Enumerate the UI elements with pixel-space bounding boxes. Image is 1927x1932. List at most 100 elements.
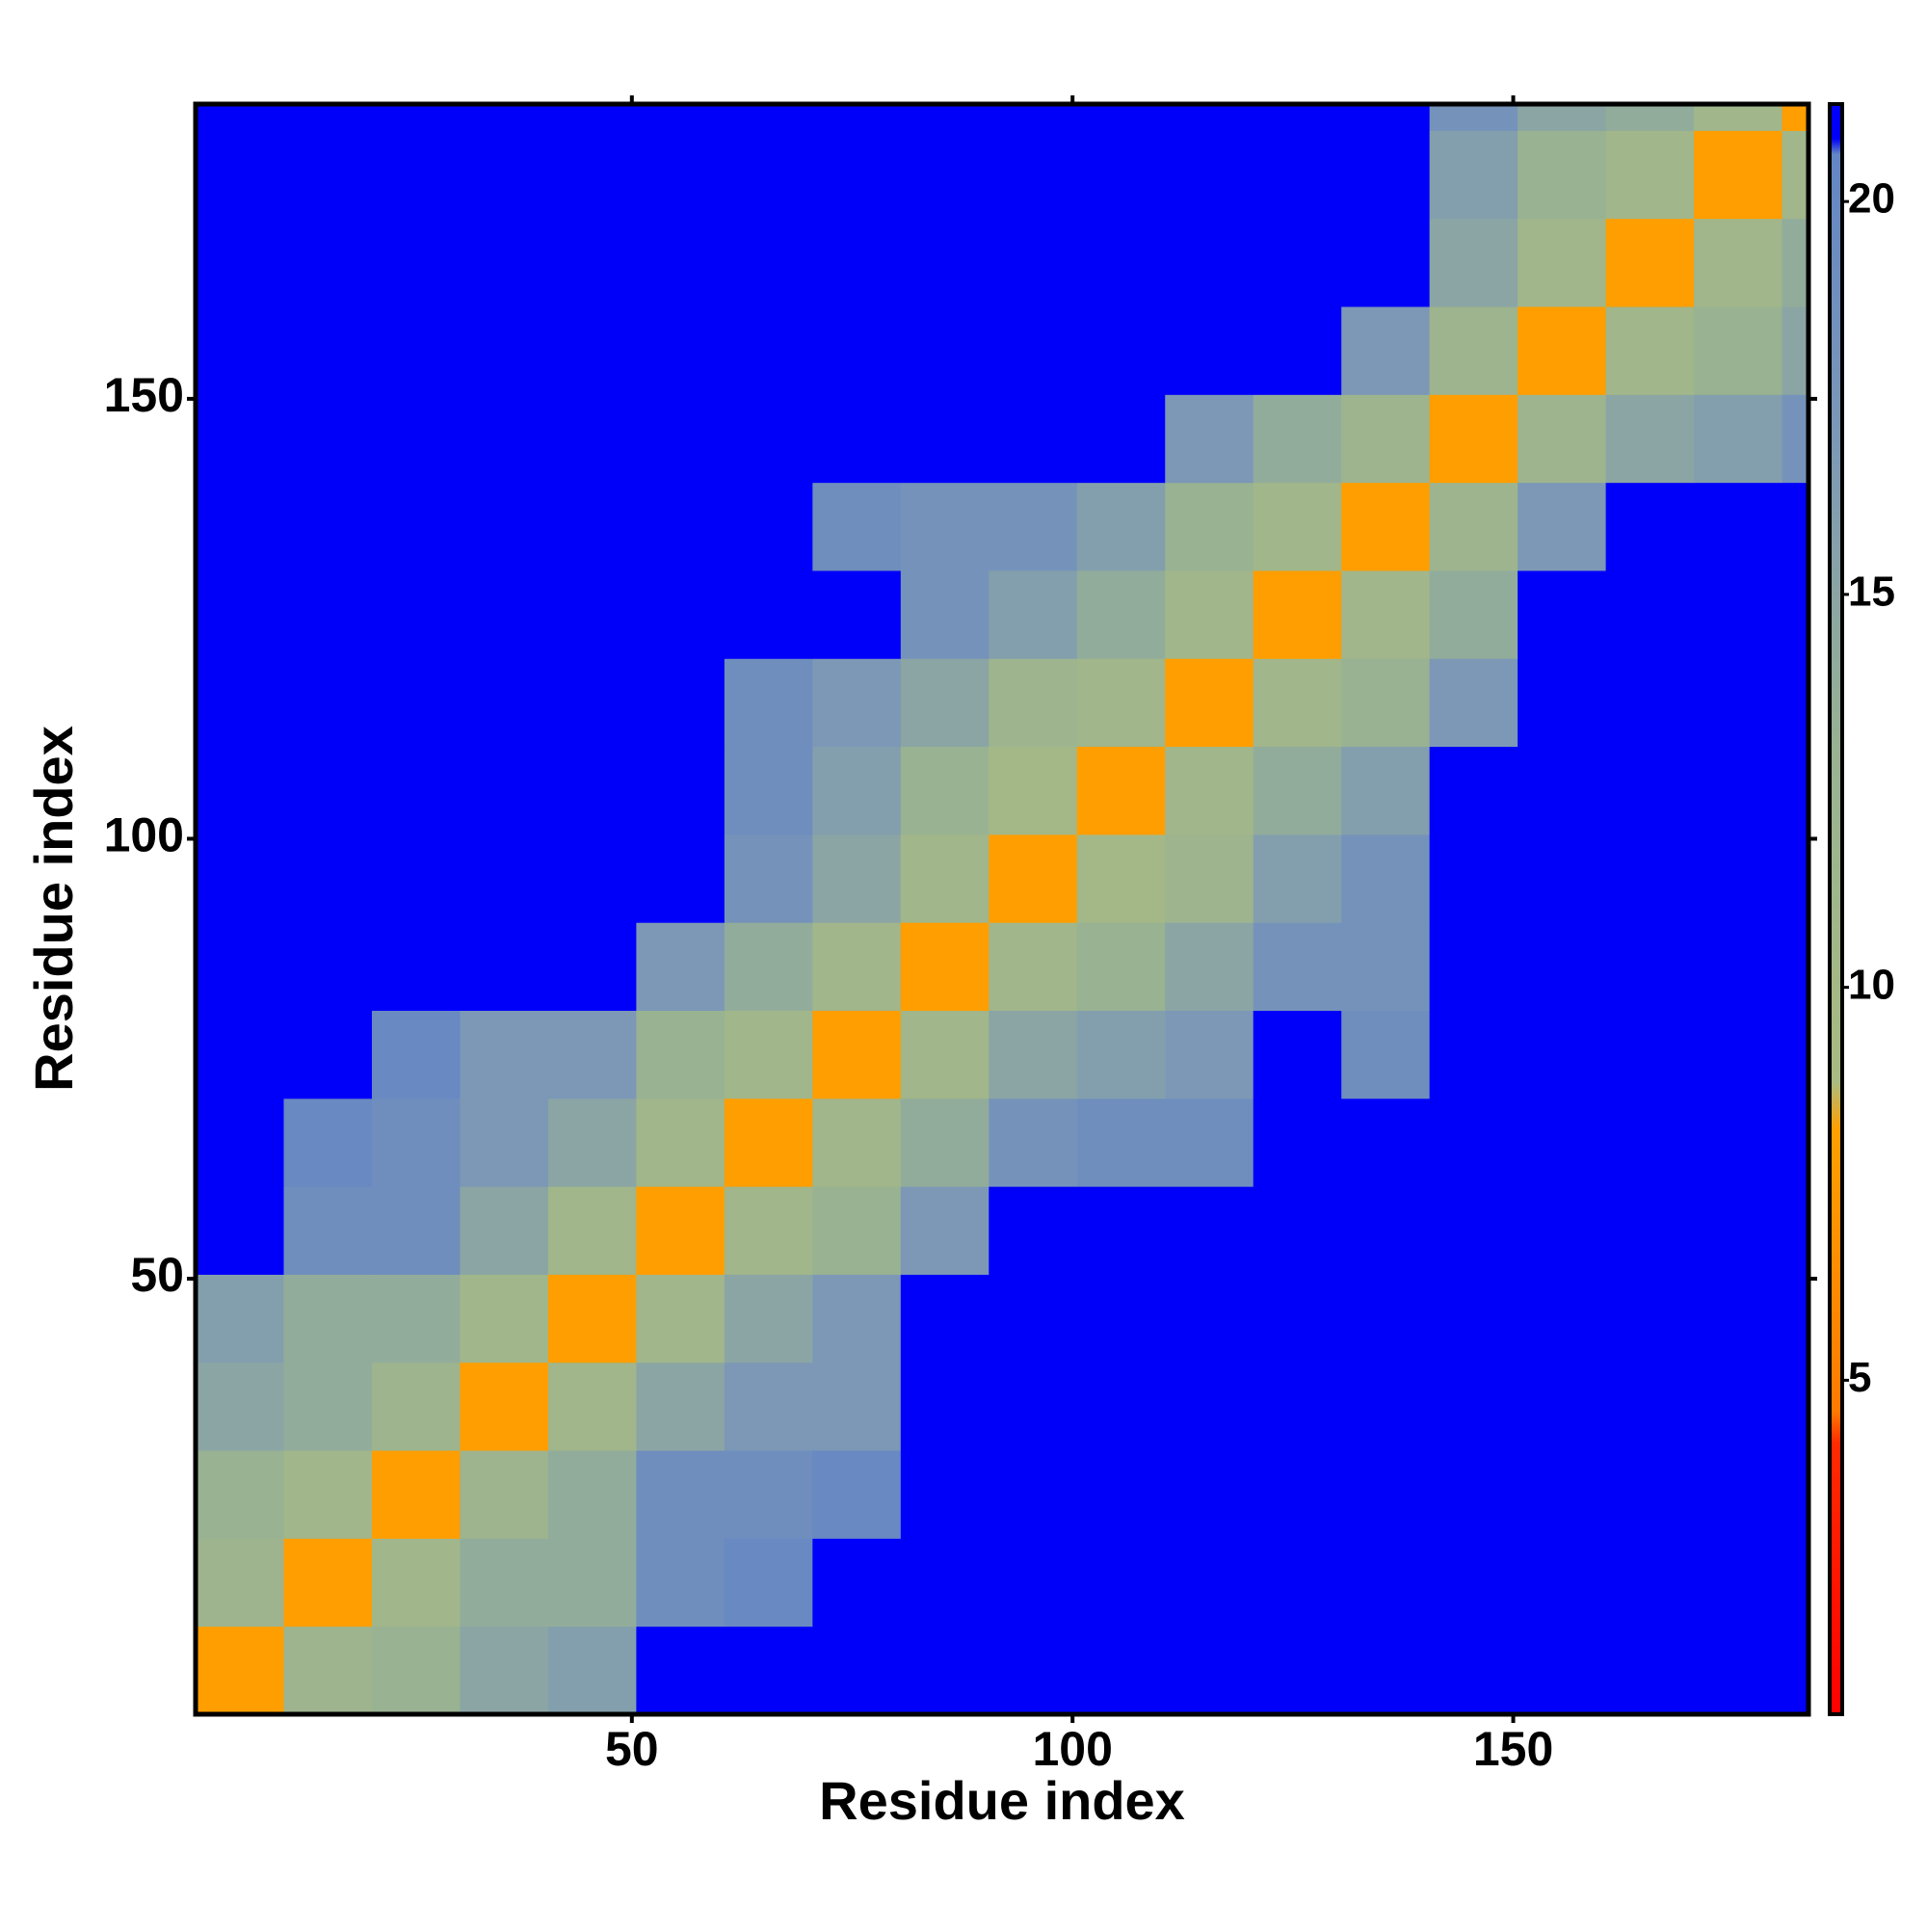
heatmap-cell	[812, 658, 902, 748]
heatmap-cell	[900, 482, 990, 571]
heatmap-cell	[900, 834, 990, 923]
y-tick-label: 100	[104, 808, 184, 862]
heatmap-cell	[1165, 1626, 1254, 1715]
heatmap-cell	[636, 394, 726, 484]
heatmap-cell	[812, 1362, 902, 1451]
heatmap-cell	[547, 1010, 637, 1099]
heatmap-cell	[636, 1274, 726, 1363]
heatmap-cell	[547, 922, 637, 1012]
heatmap-cell	[1518, 218, 1607, 307]
heatmap-cell	[1341, 746, 1431, 835]
heatmap-cell	[1605, 1186, 1695, 1275]
heatmap-cell	[636, 218, 726, 307]
heatmap-cell	[636, 104, 726, 131]
heatmap-cell	[989, 218, 1078, 307]
heatmap-cell	[371, 1626, 461, 1715]
heatmap-cell	[1694, 306, 1783, 395]
heatmap-cell	[1518, 1186, 1607, 1275]
heatmap-cell	[1165, 569, 1254, 659]
heatmap-cell	[1253, 1010, 1342, 1099]
heatmap-cell	[1605, 834, 1695, 923]
heatmap-cell	[371, 1010, 461, 1099]
heatmap-cell	[900, 1186, 990, 1275]
heatmap-cell	[1782, 922, 1809, 1012]
heatmap-cell	[1429, 834, 1518, 923]
heatmap-cell	[1076, 1362, 1166, 1451]
heatmap-cell	[196, 834, 284, 923]
heatmap-cell	[1165, 1362, 1254, 1451]
heatmap-cell	[547, 482, 637, 571]
heatmap-cell	[1518, 1450, 1607, 1539]
heatmap-cell	[1165, 834, 1254, 923]
y-tick-label: 50	[130, 1248, 184, 1302]
heatmap-cell	[1253, 658, 1342, 748]
heatmap-cell	[1694, 1098, 1783, 1187]
heatmap-cell	[1165, 130, 1254, 220]
heatmap-cell	[283, 1010, 373, 1099]
heatmap-cell	[1429, 1010, 1518, 1099]
colorbar-tick-label: 10	[1848, 961, 1895, 1008]
heatmap-cell	[1518, 1538, 1607, 1628]
heatmap-cell	[1165, 658, 1254, 748]
heatmap-cell	[636, 922, 726, 1012]
heatmap-cell	[1782, 482, 1809, 571]
heatmap-cell	[283, 306, 373, 395]
heatmap-cell	[196, 218, 284, 307]
heatmap-cell	[1429, 569, 1518, 659]
heatmap-cell	[900, 130, 990, 220]
heatmap-cell	[989, 306, 1078, 395]
heatmap-cell	[1782, 1010, 1809, 1099]
heatmap-cell	[460, 1010, 549, 1099]
heatmap-cell	[1605, 746, 1695, 835]
plot-frame	[193, 101, 1811, 1717]
heatmap-cell	[724, 130, 813, 220]
heatmap-cell	[812, 218, 902, 307]
heatmap-cell	[989, 1010, 1078, 1099]
heatmap-cell	[724, 658, 813, 748]
heatmap-cell	[460, 306, 549, 395]
heatmap-cell	[812, 306, 902, 395]
heatmap-cell	[1782, 1450, 1809, 1539]
heatmap-cell	[1253, 482, 1342, 571]
heatmap-cell	[1165, 1098, 1254, 1187]
heatmap-cell	[812, 1186, 902, 1275]
heatmap-cell	[1694, 1362, 1783, 1451]
heatmap-cell	[1429, 1186, 1518, 1275]
heatmap-cell	[1518, 1274, 1607, 1363]
heatmap-cell	[636, 1362, 726, 1451]
heatmap-cell	[196, 482, 284, 571]
heatmap-cell	[283, 1626, 373, 1715]
heatmap-cell	[1694, 1538, 1783, 1628]
heatmap-cell	[1076, 482, 1166, 571]
heatmap-cell	[636, 746, 726, 835]
heatmap-cell	[1429, 1098, 1518, 1187]
heatmap-cell	[1518, 1626, 1607, 1715]
heatmap-cell	[1694, 834, 1783, 923]
heatmap-cell	[1605, 658, 1695, 748]
heatmap-cell	[1518, 130, 1607, 220]
heatmap-cell	[196, 569, 284, 659]
heatmap-cell	[1694, 1010, 1783, 1099]
heatmap-cell	[371, 658, 461, 748]
heatmap-cell	[1253, 104, 1342, 131]
heatmap-cell	[283, 218, 373, 307]
heatmap-cell	[1341, 569, 1431, 659]
heatmap-cell	[1694, 922, 1783, 1012]
heatmap-cell	[283, 1538, 373, 1628]
heatmap-cell	[989, 1450, 1078, 1539]
heatmap-cell	[196, 1010, 284, 1099]
heatmap-cell	[371, 569, 461, 659]
heatmap-cell	[1253, 218, 1342, 307]
heatmap-cell	[1782, 306, 1809, 395]
heatmap-cell	[1253, 746, 1342, 835]
heatmap-cell	[1782, 394, 1809, 484]
heatmap-cell	[1076, 130, 1166, 220]
heatmap-cell	[1341, 394, 1431, 484]
heatmap-cell	[1429, 1450, 1518, 1539]
heatmap-cell	[1518, 569, 1607, 659]
heatmap-cell	[1694, 482, 1783, 571]
heatmap-cell	[1694, 1626, 1783, 1715]
heatmap-cell	[812, 1538, 902, 1628]
heatmap-cell	[1341, 1626, 1431, 1715]
